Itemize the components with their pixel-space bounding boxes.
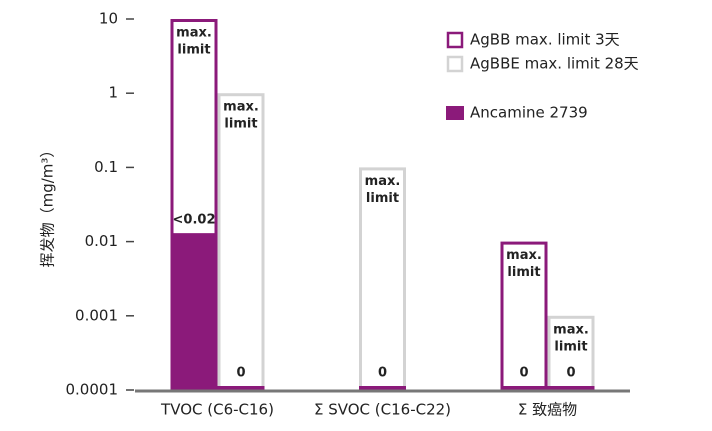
- legend-label: AgBBE max. limit 28天: [470, 55, 639, 73]
- bar-note: limit: [224, 117, 257, 132]
- value-label: 0: [519, 366, 528, 381]
- legend-swatch: [446, 31, 464, 49]
- legend-swatch: [446, 55, 464, 73]
- bar-note: limit: [507, 265, 540, 280]
- measured-bar: [170, 233, 218, 390]
- bar-note: limit: [366, 191, 399, 206]
- y-tick-label: 0.01: [85, 232, 118, 250]
- bar-note: limit: [177, 43, 210, 58]
- value-label: <0.02: [173, 213, 216, 228]
- y-tick-label: 0.001: [75, 306, 118, 324]
- legend-label: Ancamine 2739: [470, 104, 588, 122]
- y-tick-label: 10: [99, 10, 118, 28]
- value-label: 0: [378, 366, 387, 381]
- measured-bar: [500, 386, 548, 390]
- bar-note: max.: [553, 322, 589, 337]
- measured-bar: [217, 386, 265, 390]
- limit-bar: [500, 241, 548, 392]
- y-tick-label: 0.1: [94, 158, 118, 176]
- legend-label: AgBB max. limit 3天: [470, 31, 620, 49]
- x-tick-label: Σ SVOC (C16-C22): [314, 401, 451, 419]
- bar-note: max.: [176, 26, 212, 41]
- measured-bar: [359, 386, 406, 390]
- limit-bar: [217, 93, 265, 392]
- value-label: 0: [236, 366, 245, 381]
- legend-swatch: [446, 106, 464, 120]
- bar-note: limit: [554, 339, 587, 354]
- limit-bar: [359, 167, 406, 392]
- y-tick-label: 0.0001: [66, 381, 119, 399]
- x-tick-label: Σ 致癌物: [518, 401, 577, 419]
- bar-note: max.: [223, 100, 259, 115]
- y-tick-label: 1: [108, 84, 118, 102]
- measured-bar: [547, 386, 595, 390]
- y-axis-label: 挥发物（mg/m³）: [39, 143, 57, 268]
- x-tick-label: TVOC (C6-C16): [160, 401, 274, 419]
- value-label: 0: [566, 366, 575, 381]
- bar-note: max.: [506, 248, 542, 263]
- bar-note: max.: [365, 174, 401, 189]
